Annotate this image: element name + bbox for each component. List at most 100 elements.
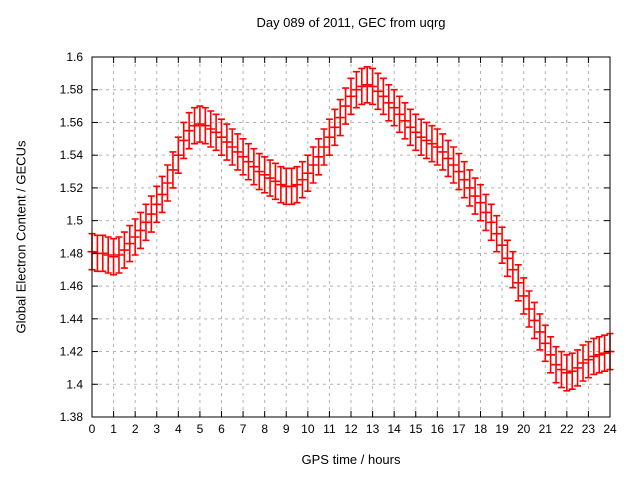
- error-bar: [351, 70, 361, 109]
- error-bar: [540, 324, 550, 363]
- y-tick-label: 1.52: [60, 181, 84, 195]
- error-bar: [217, 118, 226, 156]
- y-tick-label: 1.48: [60, 246, 84, 260]
- x-tick-label: 18: [474, 422, 488, 436]
- error-bar: [163, 164, 173, 202]
- error-bar: [546, 336, 556, 374]
- error-bar: [281, 167, 291, 206]
- x-tick-label: 19: [495, 422, 509, 436]
- x-axis-label: GPS time / hours: [301, 452, 401, 467]
- error-bar: [384, 84, 394, 122]
- x-tick-label: 24: [603, 422, 617, 436]
- error-bar: [190, 106, 200, 145]
- error-bar: [243, 142, 253, 181]
- y-tick-label: 1.46: [60, 279, 84, 293]
- error-bar: [529, 301, 539, 340]
- x-tick-label: 10: [301, 422, 315, 436]
- error-bar: [432, 128, 442, 166]
- error-bar: [146, 195, 156, 233]
- error-bar: [141, 203, 151, 242]
- x-tick-label: 11: [323, 422, 336, 436]
- x-tick-label: 3: [153, 422, 160, 436]
- x-tick-label: 22: [560, 422, 574, 436]
- error-bar: [362, 66, 372, 104]
- error-bar: [119, 231, 129, 269]
- y-tick-label: 1.5: [66, 214, 83, 228]
- error-bar: [341, 87, 351, 125]
- error-bar: [276, 165, 286, 204]
- error-bar: [422, 121, 432, 160]
- error-bar: [173, 136, 183, 174]
- error-bar: [265, 159, 275, 197]
- x-tick-label: 1: [110, 422, 117, 436]
- error-bar: [389, 88, 399, 127]
- x-tick-label: 5: [197, 422, 204, 436]
- error-bar: [508, 250, 518, 289]
- error-bar: [562, 354, 572, 392]
- error-bar: [324, 118, 334, 156]
- error-bar: [157, 175, 167, 214]
- error-bar: [427, 124, 437, 163]
- y-tick-labels: 1.38 1.4 1.42 1.44 1.46 1.48 1.5 1.52 1.54 1.56 1.…: [60, 50, 84, 424]
- x-tick-label: 14: [387, 422, 401, 436]
- y-tick-label: 1.6: [66, 50, 83, 64]
- error-bar: [411, 113, 421, 152]
- error-bar: [179, 121, 189, 160]
- error-bar: [470, 177, 480, 215]
- error-bar: [184, 111, 194, 150]
- error-bar: [335, 98, 345, 137]
- error-bar: [114, 236, 124, 274]
- error-bar: [303, 154, 313, 192]
- error-bar: [459, 160, 469, 199]
- error-bar: [378, 77, 388, 116]
- error-bar: [125, 224, 135, 263]
- error-bar: [270, 162, 280, 201]
- error-bar: [578, 344, 588, 382]
- error-bar: [98, 234, 108, 273]
- x-tick-label: 4: [175, 422, 182, 436]
- error-bar: [556, 350, 566, 389]
- plot-border: [91, 56, 611, 418]
- error-bar: [227, 128, 237, 166]
- error-bar: [454, 152, 464, 191]
- error-bar: [405, 108, 415, 147]
- y-tick-label: 1.44: [60, 312, 84, 326]
- error-bar: [502, 239, 512, 278]
- error-bar: [211, 113, 221, 152]
- error-bar: [238, 138, 248, 176]
- error-bar: [438, 133, 448, 171]
- error-bar: [222, 123, 232, 161]
- x-tick-label: 17: [452, 422, 466, 436]
- error-bar: [551, 345, 561, 384]
- x-tick-label: 9: [283, 422, 290, 436]
- error-bar: [589, 337, 599, 376]
- error-bar: [535, 313, 545, 351]
- error-bar: [443, 139, 453, 178]
- error-bar: [103, 236, 113, 274]
- x-tick-label: 21: [539, 422, 553, 436]
- error-bar: [330, 108, 340, 147]
- error-bar: [152, 185, 162, 224]
- error-bar: [519, 277, 529, 315]
- error-bar: [600, 334, 610, 372]
- error-bar: [249, 147, 259, 186]
- error-bar: [476, 183, 485, 222]
- error-bar: [583, 340, 593, 379]
- error-bar: [319, 128, 329, 166]
- y-tick-label: 1.42: [60, 345, 84, 359]
- x-tick-label: 13: [366, 422, 380, 436]
- y-tick-label: 1.58: [60, 83, 84, 97]
- y-tick-label: 1.4: [66, 377, 83, 391]
- error-bar: [346, 77, 356, 116]
- x-tick-label: 2: [132, 422, 139, 436]
- x-tick-label: 7: [240, 422, 247, 436]
- error-bar: [395, 95, 405, 134]
- error-bar: [136, 211, 146, 250]
- error-bar: [567, 352, 577, 390]
- error-bar: [513, 264, 523, 302]
- error-bar: [481, 193, 491, 232]
- error-bar: [200, 106, 210, 145]
- error-bar: [109, 237, 119, 276]
- x-tick-label: 0: [89, 422, 96, 436]
